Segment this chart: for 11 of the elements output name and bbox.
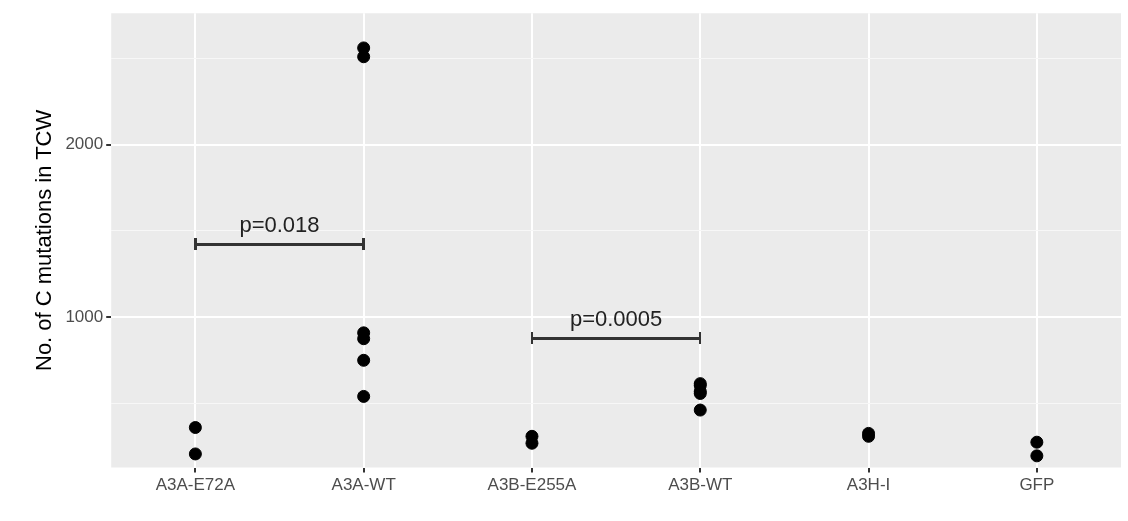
x-tick-label: GFP (1019, 475, 1055, 495)
x-tick-label: A3B-E255A (487, 475, 578, 495)
x-tick-label: A3A-WT (331, 475, 396, 495)
x-tick-label: A3A-E72A (155, 475, 236, 495)
y-tick-label: 1000 (65, 306, 104, 326)
annotation: p=0.018 (238, 212, 321, 238)
y-axis-title: No. of C mutations in TCW (31, 109, 57, 372)
annotation: p=0.0005 (568, 306, 664, 332)
x-tick-label: A3H-I (846, 475, 891, 495)
x-tick-label: A3B-WT (668, 475, 733, 495)
y-tick-label: 2000 (65, 134, 104, 154)
